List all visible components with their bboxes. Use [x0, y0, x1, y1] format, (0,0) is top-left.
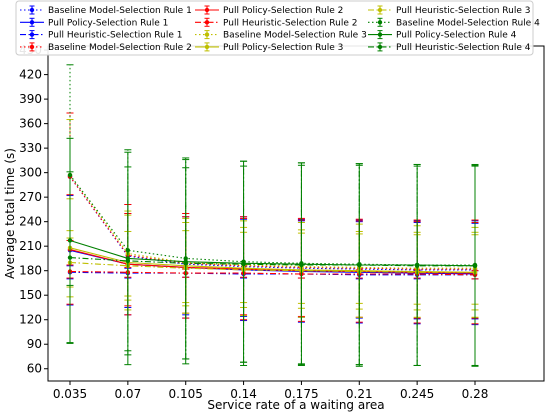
legend-marker: [377, 20, 383, 25]
series-line: [69, 247, 476, 273]
y-tick-label: 360: [19, 117, 42, 131]
y-tick-label: 90: [27, 337, 42, 351]
legend-marker: [377, 7, 383, 13]
series-line: [69, 239, 476, 267]
legend-label: Pull Heuristic-Selection Rule 2: [223, 18, 357, 28]
legend-item-5: Pull Policy-Selection Rule 2: [195, 5, 343, 16]
x-tick-label: 0.28: [462, 387, 489, 401]
data-point: [414, 263, 420, 268]
x-tick-label: 0.14: [230, 387, 257, 401]
y-tick-label: 210: [19, 239, 42, 253]
legend-label: Baseline Model-Selection Rule 3: [223, 31, 367, 41]
legend-marker: [29, 44, 35, 50]
legend-item-6: Pull Heuristic-Selection Rule 2: [195, 17, 357, 28]
legend-label: Pull Heuristic-Selection Rule 3: [396, 6, 530, 16]
plot-area: [66, 64, 479, 367]
y-tick-label: 60: [27, 362, 42, 376]
x-tick-label: 0.175: [284, 387, 318, 401]
series-line: [69, 174, 475, 266]
legend-item-3: Pull Heuristic-Selection Rule 1: [20, 30, 182, 41]
y-tick-label: 240: [19, 215, 42, 229]
x-tick-label: 0.07: [114, 387, 141, 401]
data-point: [67, 255, 73, 260]
x-axis-title: Service rate of a waiting area: [207, 398, 384, 412]
y-tick-label: 120: [19, 313, 42, 327]
y-tick-label: 300: [19, 166, 42, 180]
x-tick-label: 0.21: [346, 387, 373, 401]
legend-item-1: Baseline Model-Selection Rule 1: [20, 5, 192, 16]
y-tick-label: 420: [19, 68, 42, 82]
data-point: [125, 258, 131, 264]
legend-label: Pull Heuristic-Selection Rule 4: [396, 43, 531, 53]
legend-item-8: Pull Policy-Selection Rule 3: [195, 42, 343, 53]
y-axis-title: Average total time (s): [3, 148, 17, 279]
plot-frame: [47, 45, 545, 382]
legend-label: Pull Policy-Selection Rule 4: [396, 31, 517, 41]
legend-item-10: Baseline Model-Selection Rule 4: [368, 17, 540, 28]
legend-label: Pull Heuristic-Selection Rule 1: [48, 31, 182, 41]
legend-label: Baseline Model-Selection Rule 2: [48, 43, 192, 53]
data-point: [472, 263, 478, 268]
legend-label: Baseline Model-Selection Rule 1: [48, 6, 192, 16]
y-tick-label: 270: [19, 190, 42, 204]
data-point: [183, 261, 188, 266]
legend-marker: [204, 32, 210, 37]
legend-label: Pull Policy-Selection Rule 2: [223, 6, 343, 16]
y-tick-label: 330: [19, 141, 42, 155]
series-line: [69, 270, 476, 276]
x-tick-label: 0.105: [169, 387, 203, 401]
legend: Baseline Model-Selection Rule 1 Pull Poli…: [15, 0, 540, 56]
legend-marker: [377, 44, 383, 50]
legend-item-7: Baseline Model-Selection Rule 3: [195, 30, 367, 41]
legend-marker: [29, 7, 35, 13]
y-tick-label: 390: [19, 92, 42, 106]
y-tick-label: 150: [19, 288, 42, 302]
legend-marker: [204, 20, 210, 25]
legend-item-2: Pull Policy-Selection Rule 1: [20, 17, 168, 28]
y-tick-label: 180: [19, 264, 42, 278]
series-line: [69, 257, 475, 267]
data-point: [241, 261, 246, 267]
legend-marker: [377, 32, 383, 37]
legend-label: Pull Policy-Selection Rule 1: [48, 18, 168, 28]
axes: 6090120150180210240270300330360390420450…: [19, 43, 545, 401]
data-point: [357, 262, 362, 268]
series-12: [66, 164, 479, 366]
x-tick-label: 0.035: [53, 387, 87, 401]
x-tick-label: 0.245: [400, 387, 434, 401]
data-point: [299, 262, 304, 268]
legend-item-11: Pull Policy-Selection Rule 4: [368, 30, 517, 41]
legend-label: Baseline Model-Selection Rule 4: [396, 18, 540, 28]
legend-label: Pull Policy-Selection Rule 3: [223, 43, 343, 53]
legend-marker: [204, 44, 210, 50]
legend-marker: [29, 20, 35, 25]
legend-marker: [29, 32, 35, 37]
legend-marker: [204, 7, 210, 13]
legend-box: [15, 0, 534, 56]
legend-item-12: Pull Heuristic-Selection Rule 4: [368, 42, 531, 53]
series-line: [69, 261, 475, 273]
legend-item-4: Baseline Model-Selection Rule 2: [20, 42, 192, 53]
legend-item-9: Pull Heuristic-Selection Rule 3: [368, 5, 530, 16]
